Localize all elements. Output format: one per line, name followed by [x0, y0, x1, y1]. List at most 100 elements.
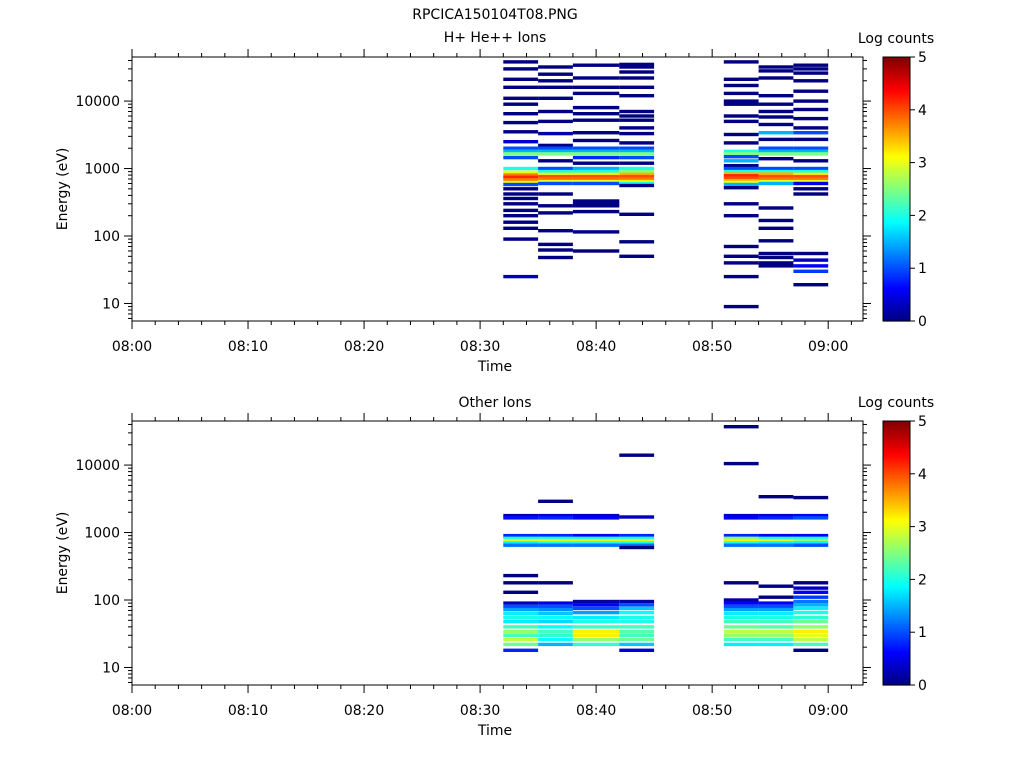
heatmap-cell: [538, 633, 573, 637]
heatmap-cell: [572, 202, 620, 206]
colorbar-segment: [883, 307, 910, 311]
heatmap-cell: [723, 607, 759, 612]
heatmap-cell: [723, 611, 759, 616]
y-axis: 10 100 1000 10000: [75, 59, 871, 319]
heatmap-cell: [503, 581, 539, 585]
heatmap-cell: [503, 604, 539, 609]
heatmap-cell: [503, 516, 539, 520]
colorbar-segment: [883, 533, 910, 536]
heatmap-cell: [503, 140, 539, 144]
heatmap-cell: [619, 126, 655, 130]
heatmap-cell: [503, 130, 539, 134]
colorbar-segment: [883, 671, 910, 675]
heatmap-cell: [758, 601, 794, 605]
colorbar-segment: [883, 189, 910, 192]
heatmap-cell: [758, 65, 794, 69]
heatmap-cell: [572, 181, 620, 186]
heatmap-cell: [538, 513, 573, 518]
colorbar-segment: [883, 423, 910, 426]
heatmap-cell: [619, 181, 655, 186]
heatmap-cell: [538, 166, 573, 171]
colorbar-segment: [883, 471, 910, 475]
colorbar-segment: [883, 539, 910, 543]
colorbar-segment: [883, 230, 910, 234]
heatmap-cell: [619, 619, 655, 624]
heatmap-cell: [503, 625, 539, 629]
heatmap-cell: [758, 76, 794, 80]
colorbar-segment: [883, 263, 910, 267]
heatmap-cell: [758, 172, 794, 176]
heatmap-cell: [503, 149, 539, 153]
colorbar-segment: [883, 318, 910, 322]
colorbar-segment: [883, 129, 910, 133]
heatmap-cell: [538, 642, 573, 647]
colorbar-segment: [883, 427, 910, 431]
heatmap-cell: [793, 159, 829, 163]
colorbar-segment: [883, 676, 910, 679]
heatmap-cell: [758, 604, 794, 609]
colorbar-segment: [883, 195, 910, 199]
heatmap-cell: [723, 169, 759, 174]
heatmap-cell: [758, 122, 794, 127]
heatmap-cell: [538, 536, 573, 540]
heatmap-cell: [793, 131, 829, 135]
heatmap-cell: [758, 166, 794, 171]
colorbar-segment: [883, 305, 910, 309]
colorbar-segment: [883, 509, 910, 512]
heatmap-cell: [572, 603, 620, 607]
heatmap-cell: [723, 254, 759, 258]
colorbar-segment: [883, 616, 910, 620]
colorbar-segment: [883, 74, 910, 78]
colorbar-segment: [883, 310, 910, 313]
heatmap-cell: [538, 119, 573, 124]
heatmap-cell: [572, 625, 620, 629]
colorbar-segment: [883, 213, 910, 216]
colorbar-segment: [883, 489, 910, 492]
heatmap-cells: [503, 60, 829, 309]
heatmap-cell: [758, 131, 794, 135]
colorbar-segment: [883, 312, 910, 315]
heatmap-cell: [793, 283, 829, 287]
colorbar-segment: [883, 577, 910, 580]
colorbar-tick-label: 4: [918, 103, 927, 119]
heatmap-cell: [572, 161, 620, 165]
colorbar-frame: [882, 420, 911, 686]
heatmap-cell: [538, 79, 573, 83]
heatmap-cell: [572, 179, 620, 184]
heatmap-cell: [793, 79, 829, 83]
colorbar-segment: [883, 248, 910, 252]
colorbar-label: Log counts: [858, 395, 934, 411]
heatmap-cell: [572, 131, 620, 135]
colorbar-segment: [883, 443, 910, 446]
heatmap-cell: [503, 96, 539, 100]
heatmap-cell: [723, 102, 759, 106]
colorbar-segment: [883, 665, 910, 668]
y-tick-label: 1000: [84, 162, 120, 178]
colorbar-segment: [883, 182, 910, 186]
heatmap-cell: [793, 648, 829, 652]
heatmap-cell: [572, 637, 620, 642]
colorbar-segment: [883, 462, 910, 466]
heatmap-cell: [619, 610, 655, 615]
heatmap-cell: [538, 242, 573, 247]
heatmap-cell: [758, 538, 794, 543]
heatmap-cell: [758, 239, 794, 243]
colorbar-segment: [883, 495, 910, 499]
heatmap-cell: [793, 637, 829, 642]
colorbar-segment: [883, 217, 910, 221]
heatmap-cell: [538, 204, 573, 208]
colorbar-segment: [883, 550, 910, 554]
heatmap-cell: [503, 214, 539, 218]
heatmap-cell: [793, 152, 829, 156]
heatmap-cell: [503, 196, 539, 201]
colorbar-segment: [883, 277, 910, 280]
heatmap-cell: [503, 615, 539, 620]
colorbar-segment: [883, 451, 910, 455]
heatmap-cell: [793, 251, 829, 256]
heatmap-cell: [619, 642, 655, 647]
heatmap-cell: [793, 595, 829, 599]
heatmap-cell: [572, 174, 620, 179]
heatmap-cell: [758, 629, 794, 634]
